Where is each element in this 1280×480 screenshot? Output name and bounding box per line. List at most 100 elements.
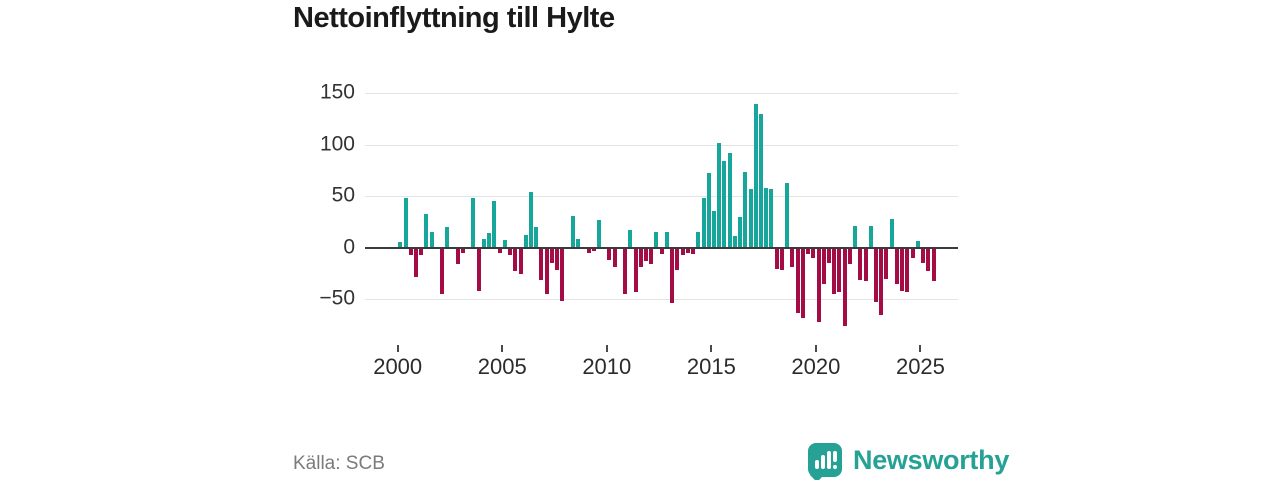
bar-2010-Q2 xyxy=(612,247,617,267)
bar-2007-Q1 xyxy=(544,247,549,295)
bar-2014-Q4 xyxy=(706,172,711,248)
bar-2016-Q2 xyxy=(738,216,743,248)
bar-2022-Q1 xyxy=(858,247,863,280)
bar-2020-Q4 xyxy=(832,247,837,295)
bar-2018-Q2 xyxy=(779,247,784,270)
bar-2025-Q1 xyxy=(921,247,926,264)
y-tick-label-100: 100 xyxy=(319,132,355,156)
bar-2004-Q1 xyxy=(481,239,486,248)
y-tick-label-50: 50 xyxy=(331,183,355,207)
logo-bar-large xyxy=(827,451,831,469)
logo-bar-medium xyxy=(821,455,825,469)
bar-2016-Q3 xyxy=(743,171,748,248)
bar-2000-Q2 xyxy=(403,198,408,248)
bar-2012-Q2 xyxy=(654,232,659,248)
logo-exclamation-dot xyxy=(833,465,837,469)
newsworthy-bubble-chart-icon xyxy=(808,443,842,480)
bar-2005-Q1 xyxy=(502,240,507,248)
bar-2021-Q2 xyxy=(842,247,847,327)
bar-2022-Q4 xyxy=(874,247,879,303)
bar-2001-Q2 xyxy=(424,213,429,248)
bar-2009-Q3 xyxy=(596,219,601,248)
bar-2009-Q2 xyxy=(591,247,596,252)
y-tick-label--50: −50 xyxy=(319,286,355,310)
bar-2020-Q2 xyxy=(821,247,826,284)
x-tick-label-2020: 2020 xyxy=(791,354,841,379)
bar-2024-Q2 xyxy=(905,247,910,293)
bar-2025-Q3 xyxy=(931,247,936,281)
bar-2020-Q3 xyxy=(826,247,831,264)
bar-2004-Q4 xyxy=(497,247,502,254)
bar-2009-Q1 xyxy=(586,247,591,254)
x-tick-label-2025: 2025 xyxy=(895,354,945,379)
bar-2019-Q3 xyxy=(806,247,811,255)
bar-2011-Q3 xyxy=(638,247,643,267)
bar-2006-Q2 xyxy=(529,192,533,248)
bar-2000-Q4 xyxy=(413,247,418,277)
bar-2017-Q3 xyxy=(764,187,769,248)
bar-2024-Q3 xyxy=(910,247,915,259)
bar-2010-Q4 xyxy=(623,247,628,295)
bar-2010-Q1 xyxy=(607,247,612,261)
logo-exclamation-stem xyxy=(833,451,837,462)
bar-2013-Q4 xyxy=(685,247,690,254)
bar-2023-Q2 xyxy=(884,247,889,279)
bar-2017-Q4 xyxy=(769,188,774,248)
bar-2018-Q1 xyxy=(774,247,779,269)
bar-2011-Q2 xyxy=(633,247,638,293)
bar-2015-Q1 xyxy=(711,210,716,248)
bar-2003-Q1 xyxy=(461,247,466,254)
x-tick-label-2005: 2005 xyxy=(477,354,527,379)
bar-2021-Q4 xyxy=(853,225,858,248)
bar-2000-Q3 xyxy=(408,247,413,256)
x-tick-2020 xyxy=(814,345,817,352)
x-tick-2010 xyxy=(605,345,608,352)
bar-2012-Q4 xyxy=(664,232,669,248)
gridline-50 xyxy=(365,196,958,198)
bar-2017-Q2 xyxy=(759,113,763,248)
chart-title: Nettoinflyttning till Hylte xyxy=(293,2,615,34)
x-tick-2025 xyxy=(919,345,922,352)
bar-2019-Q1 xyxy=(795,247,800,313)
bar-2012-Q3 xyxy=(659,247,664,255)
bar-2007-Q2 xyxy=(549,247,554,264)
bar-2002-Q2 xyxy=(445,226,450,248)
bar-2006-Q1 xyxy=(523,235,528,248)
logo-bar-small xyxy=(815,460,819,469)
bar-2016-Q1 xyxy=(732,236,737,248)
bar-2024-Q4 xyxy=(915,241,920,248)
gridline-100 xyxy=(365,144,958,146)
zero-axis-line xyxy=(365,246,958,249)
bar-2006-Q4 xyxy=(539,247,544,280)
bar-2014-Q3 xyxy=(701,198,706,248)
bar-2013-Q1 xyxy=(670,247,675,304)
bar-2021-Q3 xyxy=(847,247,852,265)
bar-2011-Q1 xyxy=(628,230,633,248)
bar-2022-Q3 xyxy=(868,225,873,248)
y-tick-label-150: 150 xyxy=(319,80,355,104)
bar-2018-Q3 xyxy=(785,182,790,248)
bar-2007-Q3 xyxy=(555,247,560,270)
bar-2015-Q4 xyxy=(727,153,732,248)
bar-2014-Q2 xyxy=(696,232,701,248)
bar-2021-Q1 xyxy=(837,247,842,293)
bar-2018-Q4 xyxy=(790,247,795,267)
bar-2017-Q1 xyxy=(753,103,758,248)
bar-2004-Q3 xyxy=(492,201,497,248)
bar-2005-Q3 xyxy=(513,247,518,271)
x-tick-label-2015: 2015 xyxy=(686,354,736,379)
bar-2013-Q2 xyxy=(675,247,680,270)
x-tick-label-2000: 2000 xyxy=(373,354,423,379)
bar-2015-Q3 xyxy=(722,161,727,248)
bar-2023-Q1 xyxy=(879,247,884,315)
bar-2019-Q2 xyxy=(800,247,805,318)
source-note: Källa: SCB xyxy=(293,453,385,474)
bar-2003-Q4 xyxy=(476,247,481,292)
bar-2000-Q1 xyxy=(398,242,403,248)
x-tick-label-2010: 2010 xyxy=(582,354,632,379)
bar-2005-Q2 xyxy=(508,247,513,256)
newsworthy-logo[interactable]: Newsworthy xyxy=(808,443,1009,480)
bar-2005-Q4 xyxy=(518,247,523,274)
bar-2025-Q2 xyxy=(926,247,931,271)
